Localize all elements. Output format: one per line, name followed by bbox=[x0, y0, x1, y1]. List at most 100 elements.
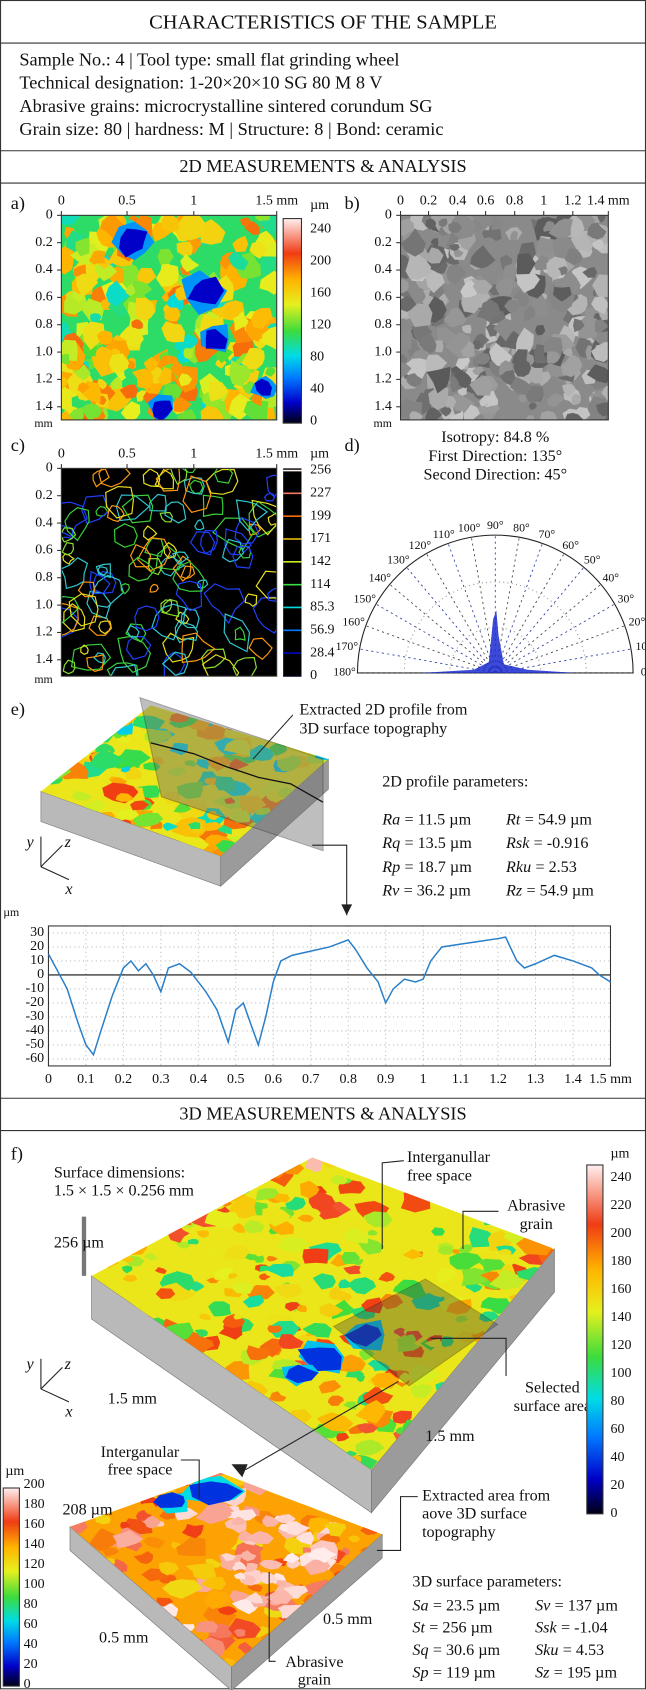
texture-patch bbox=[173, 397, 192, 413]
texture-patch bbox=[277, 755, 302, 772]
texture-patch bbox=[453, 370, 472, 389]
texture-patch bbox=[81, 494, 110, 525]
parameter-value: = 36.2 µm bbox=[404, 882, 472, 899]
texture-patch bbox=[591, 341, 609, 362]
texture-patch bbox=[571, 393, 582, 406]
leader-line bbox=[252, 714, 294, 760]
y-tick-label: 1.0 bbox=[35, 344, 52, 359]
texture-patch bbox=[155, 1396, 183, 1415]
texture-patch bbox=[499, 370, 516, 387]
texture-patch bbox=[285, 1364, 319, 1384]
texture-patch bbox=[221, 1553, 237, 1562]
polar-ray bbox=[447, 543, 496, 674]
texture-patch bbox=[69, 1621, 94, 1641]
colorbar bbox=[2, 1487, 20, 1687]
texture-patch bbox=[437, 1245, 453, 1255]
texture-patch bbox=[162, 822, 179, 831]
texture-patch bbox=[175, 580, 203, 612]
texture-patch bbox=[355, 1399, 386, 1424]
texture-patch bbox=[176, 241, 193, 256]
texture-patch bbox=[417, 291, 426, 303]
parameter-name: Rt bbox=[505, 811, 521, 828]
texture-patch bbox=[176, 1536, 206, 1557]
texture-patch bbox=[93, 652, 106, 664]
texture-patch bbox=[400, 1190, 431, 1213]
texture-patch bbox=[237, 1641, 253, 1654]
texture-patch bbox=[134, 605, 160, 632]
polar-ray bbox=[494, 567, 585, 674]
parameter-name: Ssk bbox=[535, 1619, 557, 1636]
y-tick-label: 0.6 bbox=[374, 290, 391, 305]
texture-patch bbox=[266, 1255, 279, 1262]
arrow-head bbox=[231, 1464, 248, 1478]
texture-patch bbox=[149, 1479, 162, 1487]
texture-patch bbox=[389, 1180, 404, 1189]
y-tick-label: -50 bbox=[25, 1037, 44, 1052]
texture-patch bbox=[453, 248, 464, 258]
texture-patch bbox=[120, 583, 130, 595]
sample-info: Abrasive grains: microcrystalline sinter… bbox=[19, 96, 432, 116]
x-tick-label: 0.5 bbox=[118, 194, 135, 209]
texture-patch bbox=[545, 1348, 555, 1357]
texture-patch bbox=[128, 556, 156, 582]
y-tick-label: 0.2 bbox=[374, 235, 391, 250]
texture-patch bbox=[299, 1180, 320, 1199]
texture-patch bbox=[132, 368, 154, 389]
texture-patch bbox=[183, 477, 205, 495]
axis-symbol: z bbox=[64, 834, 72, 851]
annotation: Selected bbox=[525, 1380, 580, 1397]
texture-patch bbox=[449, 1252, 484, 1270]
polar-label: 110° bbox=[433, 527, 455, 541]
colorbar-label: 40 bbox=[610, 1450, 624, 1465]
parameter-value: = 54.9 µm bbox=[525, 811, 593, 828]
texture-patch bbox=[302, 1248, 329, 1264]
colorbar-label: 60 bbox=[24, 1617, 38, 1632]
texture-patch bbox=[348, 1277, 377, 1295]
texture-patch bbox=[358, 1597, 373, 1607]
colorbar-label: 240 bbox=[310, 222, 331, 237]
texture-patch bbox=[49, 728, 75, 746]
texture-patch bbox=[61, 246, 74, 275]
annotation: Extracted area from bbox=[422, 1487, 551, 1504]
texture-patch bbox=[361, 1585, 374, 1594]
x-tick-label: 0.5 bbox=[227, 1072, 244, 1087]
texture-patch bbox=[63, 603, 86, 633]
texture-patch bbox=[194, 1329, 209, 1338]
texture-patch bbox=[458, 1193, 492, 1209]
texture-patch bbox=[159, 511, 174, 523]
texture-patch bbox=[582, 267, 598, 278]
texture-patch bbox=[359, 1348, 375, 1361]
texture-patch bbox=[249, 241, 269, 259]
texture-patch bbox=[232, 656, 257, 677]
polar-frame bbox=[356, 534, 634, 674]
texture-patch bbox=[583, 306, 600, 323]
texture-patch bbox=[68, 407, 85, 420]
colorbar-label: 180 bbox=[24, 1497, 45, 1512]
isotropy-text: Isotropy: 84.8 % bbox=[441, 429, 549, 446]
texture-patch bbox=[514, 1433, 527, 1441]
texture-patch bbox=[64, 507, 90, 542]
texture-patch bbox=[112, 1350, 143, 1365]
parameter-value: = -0.916 bbox=[534, 835, 589, 852]
texture-patch bbox=[255, 1162, 265, 1169]
texture-patch bbox=[252, 596, 277, 634]
texture-patch bbox=[469, 377, 493, 396]
texture-patch bbox=[548, 218, 574, 238]
texture-patch bbox=[245, 1168, 259, 1178]
axis-symbol: z bbox=[64, 1356, 72, 1373]
texture-patch bbox=[106, 504, 125, 523]
texture-patch bbox=[236, 1168, 250, 1180]
annotation: free space bbox=[107, 1461, 172, 1478]
texture-patch bbox=[107, 1604, 120, 1614]
colorbar-label: µm bbox=[310, 447, 329, 462]
texture-patch bbox=[254, 378, 272, 396]
arrow-head bbox=[341, 904, 353, 916]
texture-patch bbox=[402, 1248, 424, 1260]
y-tick-label: 20 bbox=[30, 939, 44, 954]
texture-patch bbox=[481, 229, 490, 239]
texture-patch bbox=[424, 247, 444, 264]
texture-patch bbox=[189, 1481, 243, 1506]
texture-patch bbox=[40, 709, 67, 730]
